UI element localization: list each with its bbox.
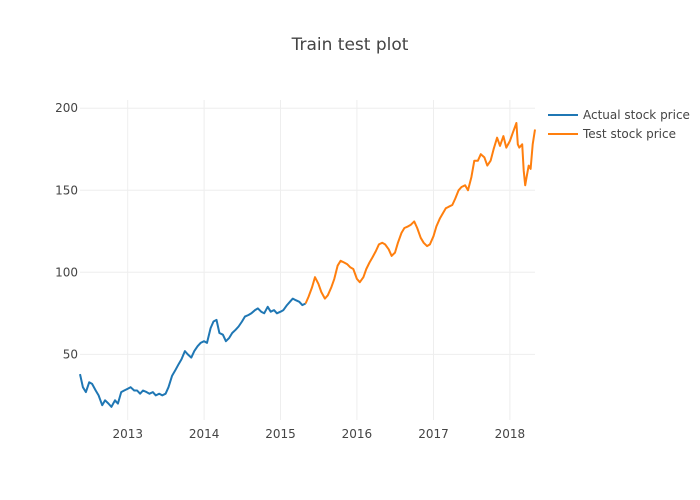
series-line-actual <box>79 297 307 408</box>
x-tick-label: 2018 <box>495 427 526 441</box>
y-tick-label: 100 <box>55 265 78 279</box>
y-tick-label: 50 <box>63 347 78 361</box>
y-tick-label: 200 <box>55 101 78 115</box>
y-gridlines <box>80 107 535 355</box>
legend-label: Actual stock price <box>583 108 690 122</box>
legend-item-actual[interactable]: Actual stock price <box>548 108 690 122</box>
x-tick-label: 2016 <box>342 427 373 441</box>
series-layer <box>79 122 536 408</box>
series-line-test <box>304 122 536 304</box>
x-gridlines <box>127 100 511 420</box>
legend-item-test[interactable]: Test stock price <box>548 127 676 141</box>
legend-label: Test stock price <box>582 127 676 141</box>
x-tick-label: 2017 <box>418 427 449 441</box>
x-tick-label: 2014 <box>189 427 220 441</box>
chart-title: Train test plot <box>291 35 409 55</box>
legend[interactable]: Actual stock price Test stock price <box>548 108 690 141</box>
x-axis-ticks: 2013 2014 2015 2016 2017 2018 <box>112 427 525 441</box>
x-tick-label: 2013 <box>112 427 143 441</box>
y-tick-label: 150 <box>55 183 78 197</box>
y-axis-ticks: 50 100 150 200 <box>55 101 78 361</box>
x-tick-label: 2015 <box>265 427 296 441</box>
